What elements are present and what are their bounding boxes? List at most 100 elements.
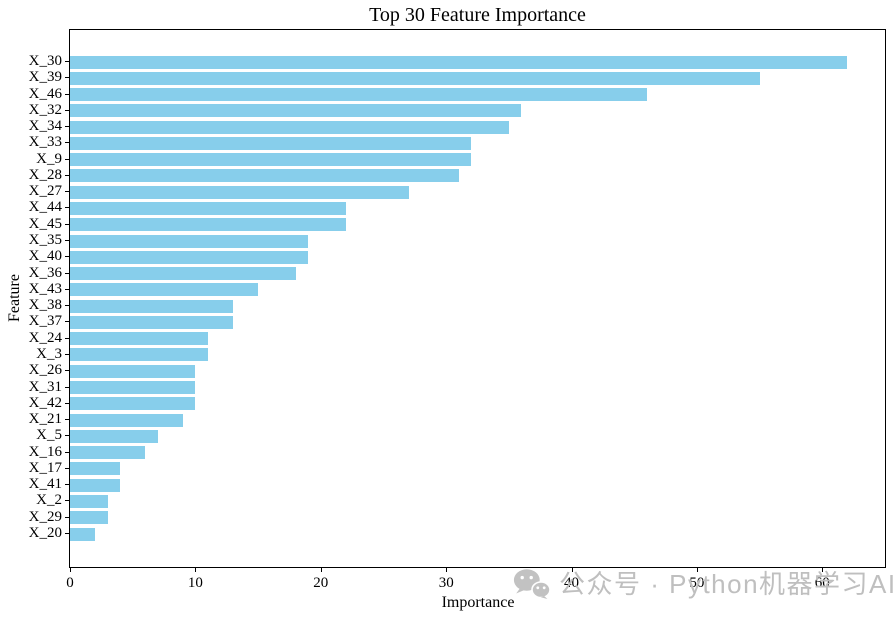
- y-tick-label: X_31: [28, 378, 62, 395]
- y-tick-mark: [65, 93, 69, 95]
- x-tick-label: 20: [313, 575, 329, 591]
- bars-container: [70, 30, 885, 567]
- bar-X_33: [70, 136, 472, 150]
- bar-X_21: [70, 413, 183, 427]
- y-tick-label: X_27: [28, 183, 62, 200]
- y-tick-label: X_21: [28, 411, 62, 428]
- y-tick-mark: [65, 174, 69, 176]
- y-tick-label: X_35: [28, 232, 62, 249]
- y-tick-mark: [65, 240, 69, 242]
- bar-X_27: [70, 185, 409, 199]
- y-tick-mark: [65, 256, 69, 258]
- y-tick-mark: [65, 500, 69, 502]
- bar-X_26: [70, 364, 196, 378]
- y-tick-mark: [65, 516, 69, 518]
- y-tick-mark: [65, 223, 69, 225]
- bar-X_39: [70, 71, 760, 85]
- bar-X_41: [70, 478, 121, 492]
- y-tick-label: X_37: [28, 313, 62, 330]
- y-tick-label: X_43: [28, 280, 62, 297]
- y-tick-mark: [65, 109, 69, 111]
- y-tick-label: X_26: [28, 362, 62, 379]
- x-tick-label: 10: [187, 575, 203, 591]
- y-tick-mark: [65, 191, 69, 193]
- x-tick-mark: [696, 568, 698, 572]
- y-tick-mark: [65, 370, 69, 372]
- x-tick-label: 60: [814, 575, 830, 591]
- y-tick-mark: [65, 533, 69, 534]
- bar-X_38: [70, 299, 233, 313]
- y-tick-label: X_20: [28, 525, 62, 541]
- bar-X_29: [70, 511, 108, 525]
- x-tick-mark: [195, 568, 197, 572]
- y-tick-mark: [65, 321, 69, 323]
- bar-X_36: [70, 267, 296, 281]
- bar-X_5: [70, 429, 158, 443]
- y-tick-mark: [65, 484, 69, 486]
- y-tick-label: X_9: [36, 150, 62, 167]
- wechat-icon: [513, 569, 550, 599]
- bar-X_24: [70, 332, 208, 346]
- y-tick-label: X_42: [28, 394, 62, 411]
- bar-X_2: [70, 494, 108, 508]
- x-tick-mark: [822, 568, 824, 572]
- bar-X_31: [70, 381, 196, 395]
- bar-X_46: [70, 88, 647, 102]
- bar-X_42: [70, 397, 196, 411]
- bar-X_20: [70, 527, 96, 541]
- x-tick-label: 40: [564, 575, 579, 591]
- bar-X_45: [70, 218, 346, 232]
- y-tick-mark: [65, 419, 69, 421]
- y-tick-mark: [65, 337, 69, 339]
- y-tick-label: X_5: [36, 427, 62, 444]
- y-tick-mark: [65, 386, 69, 388]
- x-tick-label: 30: [438, 575, 454, 591]
- bar-X_17: [70, 462, 121, 476]
- y-tick-label: X_28: [28, 166, 62, 183]
- plot-area: [69, 29, 886, 568]
- chart-title: Top 30 Feature Importance: [369, 4, 586, 26]
- x-tick-mark: [320, 568, 322, 572]
- y-tick-mark: [65, 353, 69, 355]
- y-tick-label: X_39: [28, 69, 62, 86]
- y-tick-mark: [65, 288, 69, 290]
- y-tick-label: X_45: [28, 215, 62, 232]
- bar-X_40: [70, 250, 309, 264]
- y-tick-mark: [65, 272, 69, 274]
- x-tick-label: 50: [689, 575, 705, 591]
- y-tick-mark: [65, 435, 69, 437]
- bar-X_32: [70, 104, 522, 118]
- y-tick-label: X_33: [28, 134, 62, 151]
- y-tick-label: X_44: [28, 199, 62, 216]
- y-tick-label: X_30: [28, 53, 62, 69]
- y-tick-label: X_17: [28, 459, 62, 476]
- bar-X_9: [70, 153, 472, 167]
- y-tick-label: X_36: [28, 264, 62, 281]
- y-tick-mark: [65, 77, 69, 79]
- y-tick-label: X_38: [28, 297, 62, 314]
- y-tick-label: X_16: [28, 443, 62, 460]
- bar-X_3: [70, 348, 208, 362]
- y-tick-mark: [65, 402, 69, 404]
- bar-X_28: [70, 169, 459, 183]
- y-tick-mark: [65, 158, 69, 160]
- bar-X_43: [70, 283, 259, 297]
- x-tick-label: 0: [66, 575, 74, 591]
- y-tick-label: X_2: [36, 492, 62, 509]
- y-tick-label: X_34: [28, 118, 62, 135]
- y-tick-mark: [65, 451, 69, 453]
- bar-X_44: [70, 201, 346, 215]
- x-tick-mark: [571, 568, 573, 572]
- y-tick-mark: [65, 305, 69, 307]
- y-tick-mark: [65, 126, 69, 128]
- x-axis-label: Importance: [441, 594, 515, 611]
- y-tick-mark: [65, 207, 69, 209]
- y-tick-label: X_46: [28, 85, 62, 102]
- y-tick-label: X_29: [28, 508, 62, 525]
- y-tick-mark: [65, 61, 69, 62]
- y-tick-label: X_40: [28, 248, 62, 265]
- y-tick-label: X_24: [28, 329, 62, 346]
- y-tick-mark: [65, 142, 69, 144]
- bar-X_30: [70, 55, 848, 69]
